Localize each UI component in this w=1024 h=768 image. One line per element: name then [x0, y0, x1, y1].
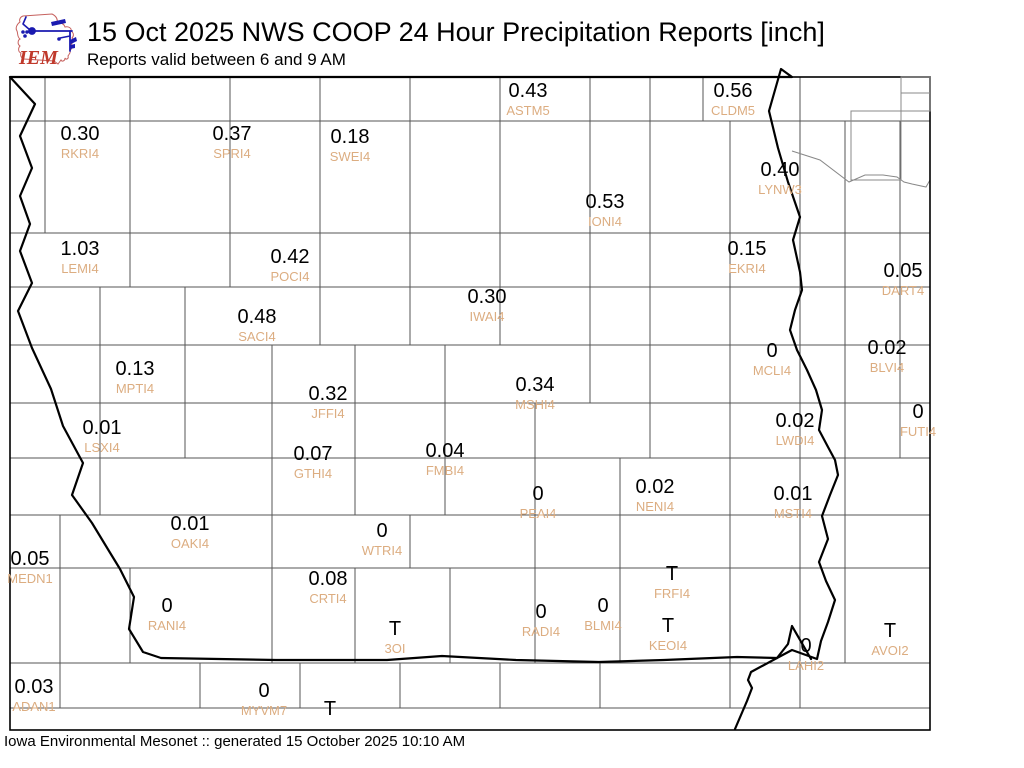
svg-text:MYVM7: MYVM7: [241, 703, 287, 718]
svg-text:BLMI4: BLMI4: [584, 618, 622, 633]
svg-text:RADI4: RADI4: [522, 624, 560, 639]
svg-text:FMBI4: FMBI4: [426, 463, 464, 478]
svg-text:0.01: 0.01: [171, 513, 210, 535]
svg-text:0.48: 0.48: [238, 306, 277, 328]
svg-text:0: 0: [597, 595, 608, 617]
svg-text:NENI4: NENI4: [636, 499, 674, 514]
svg-text:0.40: 0.40: [761, 159, 800, 181]
svg-text:MPTI4: MPTI4: [116, 381, 154, 396]
svg-text:EKRI4: EKRI4: [728, 261, 766, 276]
svg-text:OAKI4: OAKI4: [171, 536, 209, 551]
svg-text:LSXI4: LSXI4: [84, 440, 119, 455]
svg-text:MSHI4: MSHI4: [515, 397, 555, 412]
svg-text:IONI4: IONI4: [588, 214, 622, 229]
svg-text:GTHI4: GTHI4: [294, 466, 332, 481]
svg-text:0: 0: [535, 601, 546, 623]
svg-text:IWAI4: IWAI4: [470, 309, 505, 324]
svg-text:WTRI4: WTRI4: [362, 543, 402, 558]
svg-text:0.01: 0.01: [83, 417, 122, 439]
svg-text:LWDI4: LWDI4: [776, 433, 815, 448]
svg-text:0.07: 0.07: [294, 443, 333, 465]
svg-text:LEMI4: LEMI4: [61, 261, 99, 276]
svg-text:CRTI4: CRTI4: [309, 591, 346, 606]
svg-text:MSTI4: MSTI4: [774, 506, 812, 521]
svg-text:0.04: 0.04: [426, 440, 465, 462]
svg-text:0.32: 0.32: [309, 383, 348, 405]
svg-text:ADAN1: ADAN1: [12, 699, 55, 714]
svg-text:0.15: 0.15: [728, 238, 767, 260]
svg-text:0.08: 0.08: [309, 568, 348, 590]
svg-text:LYNW3: LYNW3: [758, 182, 802, 197]
svg-text:0.01: 0.01: [774, 483, 813, 505]
svg-text:0.30: 0.30: [61, 123, 100, 145]
svg-text:0: 0: [161, 595, 172, 617]
svg-text:CLDM5: CLDM5: [711, 103, 755, 118]
svg-text:POCI4: POCI4: [270, 269, 309, 284]
svg-text:0.02: 0.02: [636, 476, 675, 498]
svg-text:RKRI4: RKRI4: [61, 146, 99, 161]
svg-text:0.02: 0.02: [776, 410, 815, 432]
svg-text:JFFI4: JFFI4: [311, 406, 344, 421]
svg-text:0: 0: [376, 520, 387, 542]
svg-text:LAHI2: LAHI2: [788, 658, 824, 673]
svg-text:0: 0: [766, 340, 777, 362]
svg-text:0.02: 0.02: [868, 337, 907, 359]
svg-text:RANI4: RANI4: [148, 618, 186, 633]
svg-text:FRFI4: FRFI4: [654, 586, 690, 601]
svg-text:0.18: 0.18: [331, 126, 370, 148]
svg-text:0.56: 0.56: [714, 80, 753, 102]
svg-text:PEAI4: PEAI4: [520, 506, 557, 521]
svg-text:0: 0: [800, 635, 811, 657]
svg-text:T: T: [389, 618, 401, 640]
svg-text:0.30: 0.30: [468, 286, 507, 308]
svg-text:T: T: [662, 615, 674, 637]
svg-text:0.53: 0.53: [586, 191, 625, 213]
svg-text:0.13: 0.13: [116, 358, 155, 380]
svg-text:0: 0: [912, 401, 923, 423]
svg-text:0.43: 0.43: [509, 80, 548, 102]
svg-text:DART4: DART4: [882, 283, 924, 298]
svg-text:T: T: [666, 563, 678, 585]
svg-text:0.37: 0.37: [213, 123, 252, 145]
svg-text:T: T: [884, 620, 896, 642]
svg-text:MCLI4: MCLI4: [753, 363, 791, 378]
svg-text:ASTM5: ASTM5: [506, 103, 549, 118]
svg-text:0.05: 0.05: [11, 548, 50, 570]
svg-text:0.03: 0.03: [15, 676, 54, 698]
svg-text:0.05: 0.05: [884, 260, 923, 282]
svg-text:MEDN1: MEDN1: [7, 571, 53, 586]
svg-text:SWEI4: SWEI4: [330, 149, 370, 164]
svg-text:0.34: 0.34: [516, 374, 555, 396]
svg-text:BLVI4: BLVI4: [870, 360, 904, 375]
svg-text:SPRI4: SPRI4: [213, 146, 251, 161]
svg-text:3OI: 3OI: [385, 641, 406, 656]
svg-text:1.03: 1.03: [61, 238, 100, 260]
svg-text:SACI4: SACI4: [238, 329, 276, 344]
svg-text:0: 0: [532, 483, 543, 505]
svg-text:KEOI4: KEOI4: [649, 638, 687, 653]
svg-text:0: 0: [258, 680, 269, 702]
svg-text:AVOI2: AVOI2: [871, 643, 908, 658]
svg-text:FUTI4: FUTI4: [900, 424, 936, 439]
svg-text:0.42: 0.42: [271, 246, 310, 268]
svg-text:T: T: [324, 698, 336, 720]
